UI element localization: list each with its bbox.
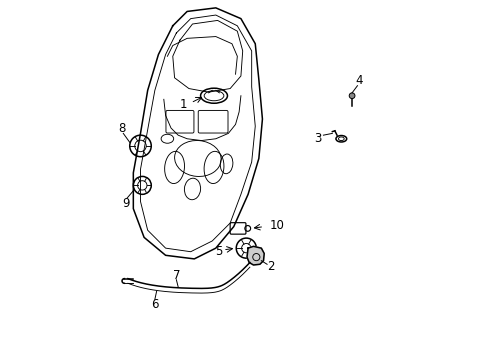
Text: 1: 1 [180, 98, 187, 111]
Text: 10: 10 [269, 219, 284, 232]
Text: 6: 6 [151, 298, 158, 311]
Circle shape [348, 93, 354, 99]
Text: 8: 8 [118, 122, 125, 135]
Text: 7: 7 [172, 269, 180, 282]
Text: 2: 2 [266, 260, 274, 273]
Polygon shape [246, 246, 264, 265]
Text: 3: 3 [314, 132, 321, 145]
Text: 4: 4 [355, 74, 362, 87]
Text: 9: 9 [122, 197, 130, 210]
Text: 5: 5 [214, 244, 222, 257]
